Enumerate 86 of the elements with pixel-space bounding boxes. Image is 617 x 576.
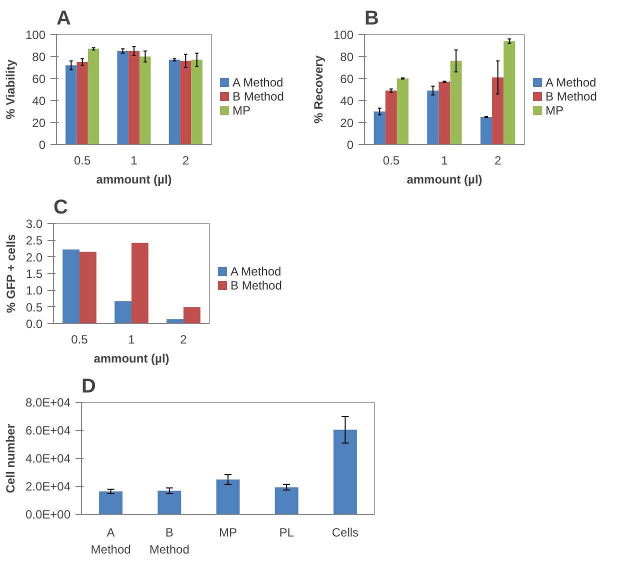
bar <box>62 250 80 324</box>
x-tick-label: 1 <box>130 154 138 168</box>
y-axis-title: % GFP + cells <box>4 234 18 314</box>
x-tick-label: 1 <box>441 154 448 168</box>
y-tick-label: 20 <box>32 116 46 130</box>
x-tick-label: 0.5 <box>71 332 88 346</box>
y-tick-label: 100 <box>25 28 46 42</box>
x-tick-label: 2 <box>182 154 190 168</box>
bar <box>166 319 184 324</box>
bar <box>427 90 439 144</box>
x-tick-label: 2 <box>494 154 502 168</box>
y-tick-label: 8.0E+04 <box>25 396 71 410</box>
y-axis-title: % Recovery <box>311 55 326 124</box>
bar <box>66 65 77 144</box>
x-tick-label: PL <box>279 526 294 540</box>
y-tick-label: 0 <box>346 138 354 152</box>
y-axis-title: Cell number <box>3 423 18 494</box>
y-tick-label: 60 <box>340 72 354 86</box>
bar <box>140 56 151 144</box>
y-tick-label: 1.0 <box>26 284 43 298</box>
x-axis-title: ammount (µl) <box>406 172 482 186</box>
legend-label: A Method <box>546 76 596 90</box>
bar <box>374 112 386 144</box>
y-tick-label: 2.5 <box>26 234 43 248</box>
y-tick-label: 60 <box>32 72 46 86</box>
x-axis-title: ammount (µl) <box>94 352 170 366</box>
y-tick-label: 0 <box>38 138 46 152</box>
y-tick-label: 0.5 <box>26 300 43 314</box>
bar <box>80 252 96 324</box>
bar <box>480 117 492 144</box>
bar <box>385 90 397 144</box>
bar <box>184 307 200 324</box>
y-tick-label: 40 <box>32 94 46 108</box>
chart-title: C <box>54 196 68 218</box>
chart-title: A <box>56 8 71 30</box>
bar <box>333 430 357 514</box>
x-tick-label: 0.5 <box>382 154 400 168</box>
bar <box>438 82 450 144</box>
x-tick-label: 2 <box>180 332 188 346</box>
bar <box>128 51 140 144</box>
bar <box>158 490 182 514</box>
y-tick-label: 80 <box>32 50 46 64</box>
y-tick-label: 2.0E+04 <box>25 480 71 494</box>
bar <box>274 487 298 514</box>
y-tick-label: 6.0E+04 <box>25 424 71 438</box>
y-axis-title: % Viability <box>3 59 18 120</box>
x-tick-label: 1 <box>128 332 136 346</box>
y-tick-label: 0.0E+00 <box>25 508 71 522</box>
bar <box>396 78 408 144</box>
x-tick-label: Cells <box>332 526 359 540</box>
x-tick-label: 0.5 <box>74 154 91 168</box>
bar <box>132 242 148 324</box>
bar <box>191 60 202 144</box>
y-tick-label: 1.5 <box>26 267 43 281</box>
legend-label: B Method <box>232 90 284 104</box>
legend-label: B Method <box>546 90 597 104</box>
y-tick-label: 4.0E+04 <box>25 452 71 466</box>
y-tick-label: 100 <box>333 28 354 42</box>
bar <box>492 77 504 144</box>
y-tick-label: 3.0 <box>26 217 43 231</box>
legend-label: A Method <box>232 76 284 90</box>
legend-label: MP <box>546 104 564 118</box>
legend-label: B Method <box>230 278 282 292</box>
bar <box>450 60 462 144</box>
legend-label: MP <box>232 104 250 118</box>
bar <box>168 60 180 144</box>
y-tick-label: 20 <box>340 116 354 130</box>
x-tick-label: MP <box>219 526 237 540</box>
bar <box>99 491 123 514</box>
chart-title: D <box>82 376 96 398</box>
y-tick-label: 80 <box>340 50 354 64</box>
bar <box>88 48 100 144</box>
bar <box>216 480 240 514</box>
y-tick-label: 2.0 <box>26 250 43 264</box>
bar <box>76 62 88 144</box>
bar <box>114 301 132 324</box>
x-axis-title: ammount (µl) <box>96 172 172 186</box>
bar <box>117 51 128 144</box>
bar <box>504 41 516 144</box>
x-tick-label: B Method <box>149 526 190 556</box>
y-tick-label: 40 <box>340 94 354 108</box>
legend-label: A Method <box>230 264 282 278</box>
chart-title: B <box>364 8 379 30</box>
y-tick-label: 0.0 <box>26 317 43 331</box>
x-tick-label: A Method <box>90 526 131 556</box>
bar <box>180 60 192 144</box>
